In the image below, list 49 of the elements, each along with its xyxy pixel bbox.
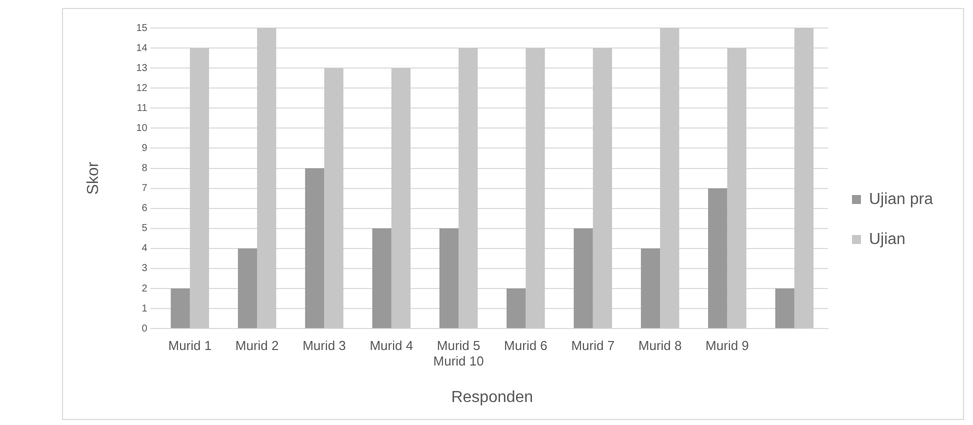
bar — [727, 48, 746, 328]
bar — [190, 48, 210, 328]
x-tick-label: Murid 6 — [504, 338, 548, 353]
y-tick-label: 8 — [142, 163, 148, 174]
y-tick-label: 1 — [142, 303, 148, 314]
y-tick-label: 7 — [142, 183, 148, 194]
y-tick-label: 6 — [142, 203, 148, 214]
y-axis-title: Skor — [85, 161, 102, 195]
bar — [775, 288, 794, 328]
bar — [391, 68, 411, 328]
y-tick-label: 4 — [142, 243, 148, 254]
bar — [439, 228, 459, 328]
y-tick-label: 0 — [142, 323, 148, 334]
y-tick-label: 14 — [136, 42, 148, 54]
y-tick-label: 13 — [136, 62, 148, 74]
bar — [640, 248, 660, 328]
bar — [794, 28, 814, 328]
bar — [708, 188, 728, 328]
bar — [324, 68, 344, 328]
x-tick-label: Murid 7 — [571, 338, 615, 353]
y-tick-label: 9 — [142, 142, 148, 154]
bar — [660, 28, 680, 328]
bar — [257, 28, 276, 328]
bar — [506, 288, 526, 328]
x-axis-title: Responden — [451, 388, 534, 406]
x-tick-label: Murid 2 — [235, 338, 279, 353]
y-tick-label: 2 — [142, 283, 148, 294]
x-tick-label: Murid 8 — [638, 338, 682, 353]
bar — [170, 288, 190, 328]
x-tick-label: Murid 5 Murid 10 — [433, 338, 484, 369]
y-tick-label: 3 — [142, 263, 148, 274]
bar — [592, 48, 612, 328]
x-tick-label: Murid 9 — [706, 338, 749, 353]
bar — [238, 248, 258, 328]
y-tick-label: 11 — [136, 102, 148, 114]
y-tick-label: 10 — [136, 122, 148, 134]
bar — [458, 48, 478, 328]
x-tick-label: Murid 3 — [302, 338, 346, 353]
y-tick-label: 12 — [136, 82, 148, 94]
y-tick-label: 5 — [142, 223, 148, 234]
bar — [526, 48, 545, 328]
x-tick-label: Murid 4 — [370, 338, 414, 353]
bar — [372, 228, 392, 328]
y-tick-label: 15 — [136, 22, 148, 34]
x-tick-label: Murid 1 — [168, 338, 212, 353]
legend-label: Ujian pra — [868, 190, 934, 208]
legend-label: Ujian — [868, 230, 906, 248]
bar — [305, 168, 324, 328]
bar — [574, 228, 593, 328]
